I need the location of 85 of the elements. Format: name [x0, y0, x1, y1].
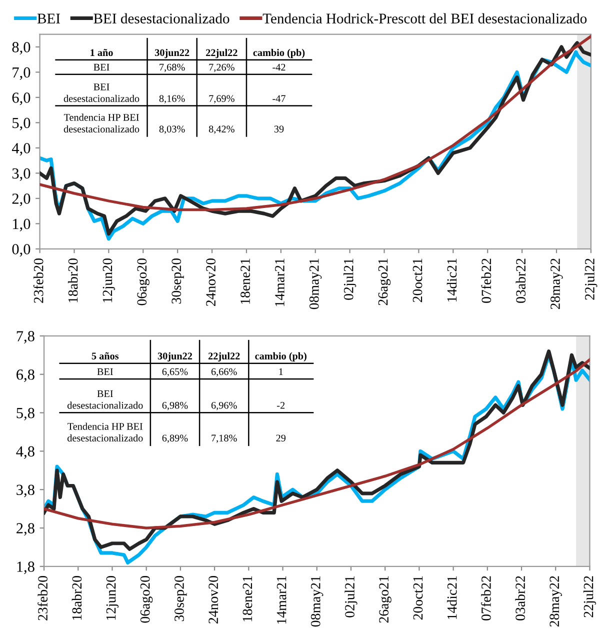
- annotation: BEI: [97, 368, 113, 376]
- annotation: 7,69%: [209, 95, 234, 104]
- x-tick-label: 12jun20: [106, 576, 119, 620]
- x-tick-label: 12jun20: [102, 258, 115, 302]
- annotation: 5 años: [92, 352, 119, 360]
- x-tick-label: 14dic21: [446, 258, 457, 302]
- x-tick-label: 24nov20: [206, 258, 216, 306]
- x-tick-label: 28may22: [550, 576, 562, 627]
- y-tick-label: 1,0: [13, 218, 30, 232]
- x-tick-label: 23feb20: [33, 258, 44, 303]
- y-tick-label: 7,8: [16, 331, 34, 344]
- y-tick-label: 6,0: [12, 92, 30, 106]
- annotation: 29: [276, 434, 286, 442]
- legend-label: BEI desestacionalizado: [94, 13, 230, 24]
- y-tick-label: 8,0: [12, 42, 30, 55]
- y-tick-label: 4,8: [16, 446, 34, 459]
- x-tick-label: 24nov20: [208, 576, 218, 624]
- annotation: 30jun22: [158, 352, 192, 362]
- annotation: -2: [277, 402, 285, 409]
- x-tick-label: 22jul22: [584, 258, 598, 300]
- x-tick-label: 26ago21: [378, 258, 391, 306]
- x-tick-label: 26ago21: [379, 576, 392, 623]
- annotation: 7,26%: [209, 64, 234, 72]
- y-tick-label: 2,8: [16, 523, 34, 536]
- x-tick-label: 22jul22: [583, 576, 596, 618]
- annotation: 6,96%: [211, 402, 237, 410]
- annotation: Tendencia HP BEI desestacionalizado: [64, 114, 140, 132]
- x-tick-label: 23feb20: [38, 576, 48, 620]
- annotation: 6,66%: [211, 368, 237, 377]
- annotation: Tendencia HP BEI desestacionalizado: [68, 422, 143, 442]
- y-tick-label: 4,0: [12, 143, 30, 156]
- x-tick-label: 18ene21: [240, 258, 250, 304]
- annotation: 1: [279, 368, 283, 376]
- y-tick-label: 3,8: [16, 484, 34, 498]
- x-tick-label: 20oct21: [413, 576, 423, 620]
- x-tick-label: 08may21: [310, 576, 324, 627]
- x-tick-label: 03abr22: [516, 258, 526, 303]
- x-tick-label: 03abr22: [515, 576, 525, 620]
- y-tick-label: 5,0: [12, 118, 30, 130]
- x-tick-label: 28may22: [550, 258, 563, 310]
- annotation: 39: [274, 126, 284, 132]
- y-tick-label: 0,0: [12, 244, 30, 257]
- annotation: -47: [272, 95, 286, 102]
- annotation: 30jun22: [154, 48, 190, 58]
- annotation: 6,98%: [162, 402, 188, 410]
- annotation: BEI desestacionalizado: [68, 390, 143, 409]
- annotation: 6,65%: [162, 368, 188, 377]
- annotation: 7,68%: [160, 64, 185, 72]
- x-tick-label: 20oct21: [412, 258, 422, 302]
- legend-label: Tendencia Hodrick-Prescott del BEI desestacionalizado: [262, 13, 587, 24]
- annotation: 6,89%: [162, 434, 188, 443]
- x-tick-label: 18abr20: [68, 258, 78, 302]
- x-tick-label: 30sep20: [174, 576, 187, 622]
- x-tick-label: 06ago20: [140, 576, 153, 623]
- x-tick-label: 02jul21: [344, 258, 356, 300]
- y-tick-label: 5,8: [16, 408, 34, 420]
- annotation: 7,18%: [212, 434, 237, 443]
- x-tick-label: 02jul21: [344, 576, 358, 618]
- x-tick-label: 14mar21: [275, 258, 284, 306]
- y-tick-label: 2,0: [12, 194, 30, 206]
- annotation: 22jul22: [208, 352, 240, 362]
- x-tick-label: 18abr20: [72, 576, 82, 620]
- y-tick-label: 6,8: [16, 369, 34, 382]
- x-tick-label: 30sep20: [172, 258, 184, 304]
- x-tick-label: 14mar21: [276, 576, 286, 624]
- annotation: BEI: [94, 64, 110, 71]
- annotation: cambio (pb): [255, 352, 306, 362]
- y-tick-label: 3,0: [12, 168, 30, 181]
- annotation: 8,03%: [159, 126, 185, 134]
- annotation: -42: [272, 64, 286, 71]
- annotation: 22jul22: [206, 48, 238, 58]
- x-tick-label: 18ene21: [242, 576, 252, 622]
- x-tick-label: 06ago20: [137, 258, 150, 306]
- x-tick-label: 07feb22: [480, 576, 491, 620]
- annotation: 8,16%: [159, 95, 185, 104]
- legend-label: BEI: [37, 14, 60, 24]
- x-tick-label: 14dic21: [447, 576, 457, 619]
- x-tick-label: 07feb22: [481, 258, 492, 303]
- annotation: BEI desestacionalizado: [64, 84, 140, 102]
- y-tick-label: 7,0: [12, 67, 30, 80]
- annotation: 1 año: [90, 48, 113, 56]
- x-tick-label: 08may21: [309, 258, 322, 310]
- annotation: cambio (pb): [253, 48, 305, 58]
- annotation: 8,42%: [208, 126, 234, 134]
- y-tick-label: 1,8: [17, 562, 34, 574]
